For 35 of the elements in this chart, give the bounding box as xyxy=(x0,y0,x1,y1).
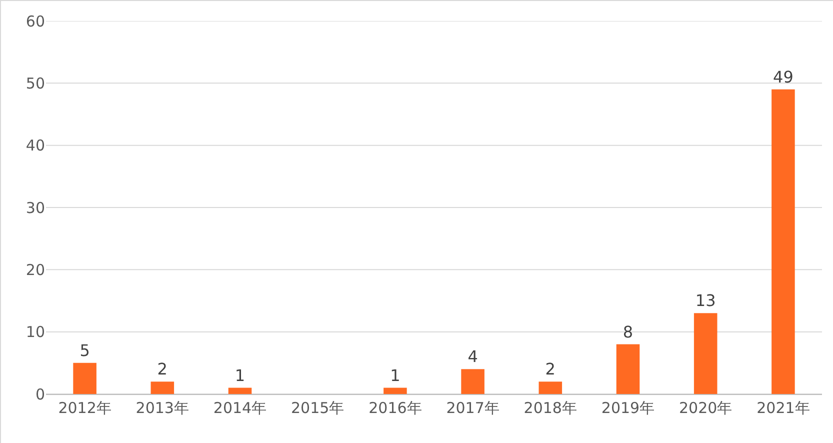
data-label: 8 xyxy=(622,322,634,342)
data-label: 1 xyxy=(390,366,400,385)
bar xyxy=(228,388,252,394)
y-tick-label: 40 xyxy=(26,136,45,155)
x-tick-label: 2014年 xyxy=(213,399,267,417)
y-tick-label: 60 xyxy=(26,12,45,30)
data-label: 2 xyxy=(545,360,556,379)
x-tick-label: 2019年 xyxy=(601,399,655,417)
x-tick-label: 2012年 xyxy=(58,399,112,417)
x-tick-label: 2020年 xyxy=(679,399,732,417)
y-tick-label: 0 xyxy=(35,385,45,404)
bar xyxy=(616,344,640,394)
data-label: 5 xyxy=(80,340,90,360)
bar xyxy=(694,313,718,394)
x-tick-label: 2018年 xyxy=(524,399,577,417)
data-label: 49 xyxy=(773,67,794,86)
y-tick-label: 30 xyxy=(26,198,45,217)
data-label: 4 xyxy=(468,347,478,366)
data-label: 2 xyxy=(157,360,168,379)
x-tick-label: 2016年 xyxy=(368,399,422,417)
data-label: 1 xyxy=(234,366,246,385)
x-tick-label: 2017年 xyxy=(446,399,500,417)
bar xyxy=(538,382,562,394)
bar xyxy=(384,388,407,394)
bar xyxy=(461,369,484,394)
y-tick-label: 20 xyxy=(26,260,45,279)
y-tick-label: 10 xyxy=(26,323,45,342)
x-tick-label: 2013年 xyxy=(136,399,189,417)
bar xyxy=(150,382,174,394)
data-label: 13 xyxy=(695,291,716,310)
x-tick-label: 2021年 xyxy=(756,399,810,417)
bar xyxy=(73,362,96,394)
y-tick-label: 50 xyxy=(26,74,45,92)
x-tick-label: 2015年 xyxy=(291,399,344,417)
bar xyxy=(772,89,795,394)
